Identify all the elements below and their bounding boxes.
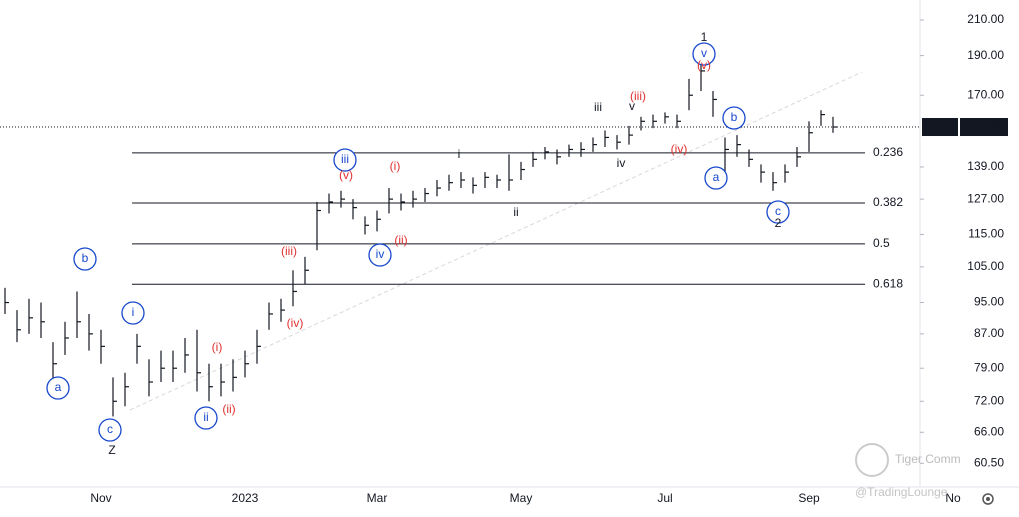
wave-label: (iv) [287,316,304,330]
y-tick-label: 190.00 [967,48,1004,62]
wave-label: (iii) [630,89,646,103]
y-tick-label: 87.00 [974,326,1004,340]
watermark: @TradingLounge [855,485,948,499]
trend-line [129,71,863,411]
x-tick-label: Nov [90,491,111,505]
wave-label: c [107,422,113,436]
wave-circle [194,406,218,430]
y-tick-label: 105.00 [967,259,1004,273]
price-label: 155.49 [966,119,1003,133]
wave-label: v [629,99,635,113]
wave-circle [46,376,70,400]
symbol-box [922,118,958,137]
wave-label: b [82,251,89,265]
fib-label: 0.382 [873,195,903,209]
wave-label: (i) [390,159,401,173]
x-tick-label: Sep [798,491,820,505]
price-box [960,118,1008,137]
wave-label: iii [594,100,602,114]
wave-label: a [55,380,62,394]
wave-circle [704,166,728,190]
wave-label: (v) [697,58,711,72]
wave-label: (i) [212,340,223,354]
watermark: Tiger Comm [895,452,961,466]
wave-label: Z [108,443,115,457]
x-tick-label: Mar [367,491,388,505]
wave-label: 1 [701,30,708,44]
watermark-logo [855,443,889,477]
wave-circle [121,301,145,325]
x-tick-label: No [945,491,961,505]
wave-label: 2 [775,216,782,230]
y-tick-label: 139.00 [967,159,1004,173]
y-tick-label: 60.50 [974,455,1004,469]
wave-label: ii [203,410,208,424]
x-tick-label: May [510,491,533,505]
wave-label: a [713,170,720,184]
wave-circle [766,200,790,224]
wave-label: (iii) [281,244,297,258]
wave-label: c [775,204,781,218]
wave-label: v [701,46,707,60]
fib-label: 0.618 [873,276,903,290]
wave-label: iv [617,156,626,170]
wave-label: (v) [339,168,353,182]
y-tick-label: 72.00 [974,393,1004,407]
wave-label: i [458,147,461,161]
wave-label: (ii) [394,233,407,247]
y-tick-label: 210.00 [967,12,1004,26]
fib-label: 0.236 [873,145,903,159]
wave-label: ii [513,205,518,219]
wave-label: (iv) [671,142,688,156]
wave-label: b [731,110,738,124]
wave-circle [692,42,716,66]
wave-circle [368,243,392,267]
y-tick-label: 170.00 [967,87,1004,101]
y-tick-label: 66.00 [974,424,1004,438]
wave-circle [722,106,746,130]
symbol-label: SPOT [924,119,957,133]
wave-label: (ii) [222,402,235,416]
y-tick-label: 127.00 [967,191,1004,205]
y-tick-label: 115.00 [968,227,1004,241]
y-tick-label: 95.00 [974,295,1004,309]
fib-label: 0.5 [873,236,890,250]
y-tick-label: 79.00 [974,360,1004,374]
wave-label: i [132,305,135,319]
wave-circle [98,418,122,442]
wave-circle [333,148,357,172]
x-tick-label: 2023 [232,491,259,505]
settings-icon[interactable] [982,493,994,505]
x-tick-label: Jul [657,491,672,505]
wave-label: iv [376,247,385,261]
wave-circle [73,247,97,271]
wave-label: iii [341,152,349,166]
